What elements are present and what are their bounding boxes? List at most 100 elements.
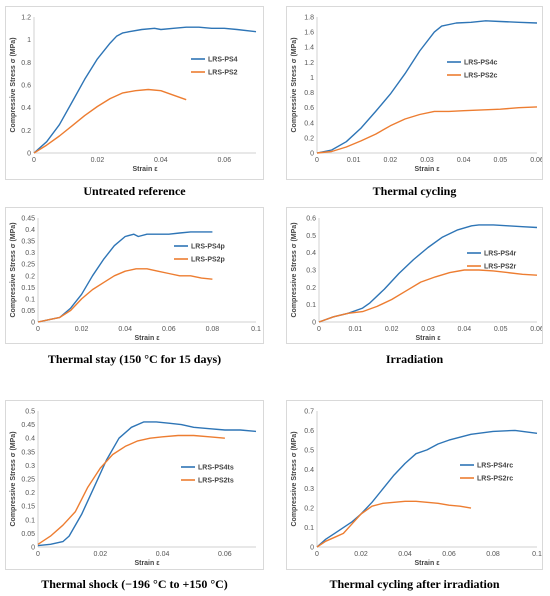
x-axis-label: Strain ε — [132, 166, 158, 173]
chart-thermal-shock: 0 0.05 0.1 0.15 0.2 0.25 0.3 0.35 0.4 0.45 0.5 0 0.0… — [10, 409, 257, 567]
y-tick-label: 0.6 — [21, 83, 31, 90]
x-tick-label: 0 — [32, 157, 36, 164]
legend-label: LRS-PS2c — [464, 73, 498, 80]
y-tick-label: 0 — [310, 151, 314, 158]
legend-label: LRS-PS4 — [208, 57, 238, 64]
y-tick-label: 0.4 — [21, 105, 31, 112]
y-tick-label: 0.1 — [25, 517, 35, 524]
series-line — [316, 20, 538, 154]
series-line — [316, 106, 538, 154]
y-axis-label: Compressive Stress σ (MPa) — [10, 431, 17, 526]
caption-thermal-shock: Thermal shock (−196 °C to +150 °C) — [41, 577, 228, 591]
x-tick-label: 0 — [317, 326, 321, 333]
y-tick-label: 0.8 — [21, 60, 31, 67]
series-line — [37, 268, 213, 323]
series-line — [37, 434, 225, 545]
y-axis-label: Compressive Stress σ (MPa) — [291, 431, 298, 526]
x-tick-label: 0.02 — [75, 326, 89, 333]
legend-label: LRS-PS2 — [208, 70, 238, 77]
x-tick-label: 0.04 — [118, 326, 132, 333]
chart-panel-thermal-cycling-irradiation: 0 0.1 0.2 0.3 0.4 0.5 0.6 0.7 0 0.02 0.04 0.06 0.08 0… — [286, 400, 543, 570]
x-tick-label: 0.02 — [385, 326, 399, 333]
x-axis-label: Strain ε — [134, 560, 160, 567]
x-tick-label: 0.05 — [494, 326, 508, 333]
y-tick-label: 0.1 — [304, 525, 314, 532]
chart-panel-thermal-stay: 0 0.05 0.1 0.15 0.2 0.25 0.3 0.35 0.4 0.45 0 0.02 0.… — [5, 207, 264, 344]
y-tick-label: 0.4 — [304, 120, 314, 127]
y-tick-label: 0.45 — [21, 422, 35, 429]
y-tick-label: 0.2 — [21, 128, 31, 135]
x-tick-label: 0.01 — [349, 326, 363, 333]
series-line — [37, 231, 213, 323]
y-tick-label: 0.05 — [21, 308, 35, 315]
chart-panel-irradiation: 0 0.1 0.2 0.3 0.4 0.5 0.6 0 0.01 0.02 0.03 0.04 0.05… — [286, 207, 543, 344]
y-tick-label: 0.35 — [21, 449, 35, 456]
chart-thermal-cycling-after-irradiation: 0 0.1 0.2 0.3 0.4 0.5 0.6 0.7 0 0.02 0.04 0.06 0.08 0… — [291, 409, 542, 568]
y-tick-label: 0.4 — [306, 250, 316, 257]
x-tick-label: 0.02 — [91, 157, 105, 164]
legend-label: LRS-PS4r — [484, 251, 517, 258]
caption-thermal-cycling: Thermal cycling — [372, 184, 457, 198]
y-tick-label: 0.2 — [306, 285, 316, 292]
y-tick-label: 0.6 — [304, 105, 314, 112]
caption-thermal-stay: Thermal stay (150 °C for 15 days) — [47, 352, 222, 366]
y-tick-label: 0.7 — [304, 409, 314, 416]
series-line — [33, 88, 187, 154]
x-tick-label: 0.08 — [206, 326, 220, 333]
x-tick-label: 0.02 — [93, 551, 107, 558]
legend-label: LRS-PS4c — [464, 60, 498, 67]
y-tick-label: 0.3 — [25, 463, 35, 470]
x-tick-label: 0 — [36, 551, 40, 558]
legend-label: LRS-PS2rc — [477, 476, 513, 483]
chart-thermal-cycling: 0 0.2 0.4 0.6 0.8 1 1.2 1.4 1.6 1.8 0 0.01 0.02 0.03 0… — [291, 15, 542, 174]
y-tick-label: 0.15 — [21, 504, 35, 511]
series-line — [316, 429, 538, 548]
y-tick-label: 0.2 — [25, 490, 35, 497]
x-tick-label: 0 — [315, 551, 319, 558]
y-tick-label: 0.2 — [304, 506, 314, 513]
y-tick-label: 1 — [27, 37, 31, 44]
y-tick-label: 0.6 — [304, 428, 314, 435]
y-tick-label: 0.1 — [306, 302, 316, 309]
x-axis-label: Strain ε — [414, 166, 440, 173]
x-tick-label: 0.04 — [154, 157, 168, 164]
y-tick-label: 0 — [31, 320, 35, 327]
series-line — [318, 224, 538, 323]
y-tick-label: 0.35 — [21, 239, 35, 246]
chart-panel-thermal-cycling: 0 0.2 0.4 0.6 0.8 1 1.2 1.4 1.6 1.8 0 0.01 0.02 0.03 0… — [286, 6, 543, 180]
y-tick-label: 0.4 — [25, 227, 35, 234]
x-tick-label: 0.06 — [530, 157, 542, 164]
x-tick-label: 0.1 — [251, 326, 261, 333]
x-axis-label: Strain ε — [415, 335, 441, 342]
caption-irradiation: Irradiation — [385, 352, 444, 366]
x-tick-label: 0.02 — [384, 157, 398, 164]
chart-panel-thermal-shock: 0 0.05 0.1 0.15 0.2 0.25 0.3 0.35 0.4 0.45 0.5 0 0.0… — [5, 400, 264, 570]
y-tick-label: 0.3 — [306, 268, 316, 275]
y-tick-label: 1.2 — [21, 15, 31, 22]
y-tick-label: 1.8 — [304, 15, 314, 22]
y-tick-label: 1.4 — [304, 45, 314, 52]
x-axis-label: Strain ε — [134, 335, 160, 342]
x-tick-label: 0.1 — [532, 551, 542, 558]
x-tick-label: 0.06 — [218, 551, 232, 558]
x-tick-label: 0.03 — [420, 157, 434, 164]
legend-label: LRS-PS4ts — [198, 465, 234, 472]
chart-irradiation: 0 0.1 0.2 0.3 0.4 0.5 0.6 0 0.01 0.02 0.03 0.04 0.05… — [291, 216, 542, 343]
series-line — [318, 269, 538, 323]
series-line — [316, 500, 472, 548]
series-line — [37, 421, 257, 547]
y-tick-label: 0 — [310, 545, 314, 552]
y-axis-label: Compressive Stress σ (MPa) — [291, 37, 298, 132]
x-tick-label: 0.06 — [442, 551, 456, 558]
y-tick-label: 0.4 — [25, 436, 35, 443]
y-tick-label: 0.5 — [304, 447, 314, 454]
x-tick-label: 0.06 — [217, 157, 231, 164]
caption-untreated: Untreated reference — [83, 184, 186, 198]
y-axis-label: Compressive Stress σ (MPa) — [291, 222, 298, 317]
legend-label: LRS-PS4p — [191, 244, 225, 251]
y-tick-label: 0.6 — [306, 216, 316, 223]
chart-thermal-stay: 0 0.05 0.1 0.15 0.2 0.25 0.3 0.35 0.4 0.45 0 0.02 0.… — [10, 216, 261, 343]
x-tick-label: 0.04 — [156, 551, 170, 558]
y-tick-label: 0.45 — [21, 216, 35, 223]
y-tick-label: 0.25 — [21, 262, 35, 269]
